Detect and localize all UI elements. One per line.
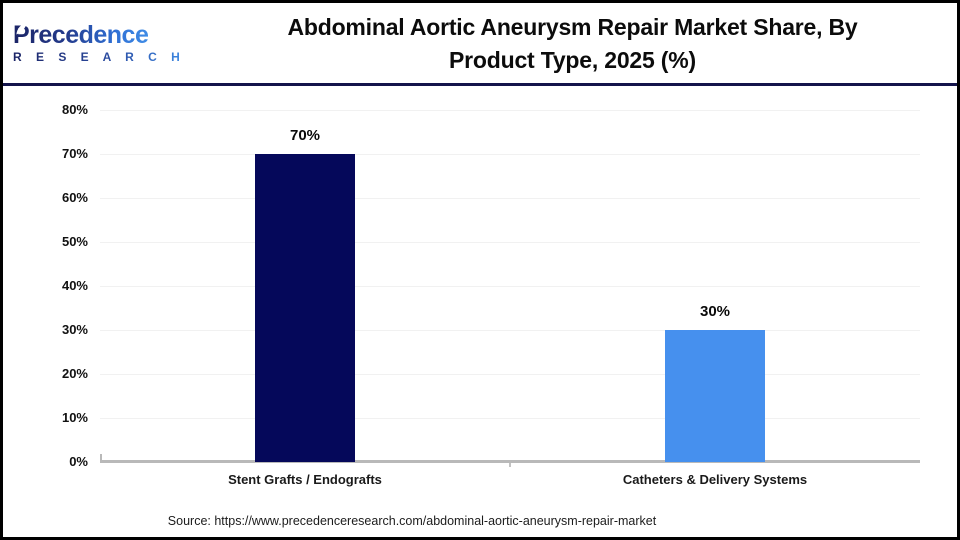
brand-logo: Precedence R E S E A R C H [13,21,188,63]
gridline [100,154,920,155]
y-axis-tick-label: 50% [61,234,88,249]
gridline [100,198,920,199]
gridline [100,330,920,331]
x-category-label: Stent Grafts / Endografts [228,472,382,487]
logo-subtext: R E S E A R C H [13,51,188,63]
y-axis-tick-label: 30% [61,322,88,337]
x-axis-line [100,460,920,463]
x-axis-mid-tick [509,463,511,467]
bar-value-label: 30% [699,303,731,320]
x-category-label: Catheters & Delivery Systems [622,472,808,487]
gridline [100,242,920,243]
chart-title: Abdominal Aortic Aneurysm Repair Market … [188,9,957,77]
bar-2 [665,330,765,462]
source-text: Source: https://www.precedenceresearch.c… [167,514,657,528]
y-axis-tick-label: 10% [61,410,88,425]
chart-title-line2: Product Type, 2025 (%) [449,47,696,73]
header: Precedence R E S E A R C H Abdominal Aor… [3,3,957,83]
y-axis-start-tick [100,454,102,460]
y-axis-tick-label: 0% [69,454,88,469]
logo-leaf-icon [16,22,28,35]
bar-1 [255,154,355,462]
gridline [100,110,920,111]
gridline [100,374,920,375]
header-divider [3,83,957,86]
y-axis-tick-label: 20% [61,366,88,381]
gridline [100,286,920,287]
y-axis-tick-label: 40% [61,278,88,293]
plot-area: 0% 10% 20% 30% 40% 50% 60% 70% 80% 70% Stent Graft… [3,86,957,537]
y-axis-tick-label: 80% [61,102,88,117]
logo-wordmark-text: Precedence [13,21,149,49]
y-axis-tick-label: 70% [61,146,88,161]
chart-title-line1: Abdominal Aortic Aneurysm Repair Market … [287,14,858,40]
logo-wordmark: Precedence [13,21,149,49]
y-axis-tick-label: 60% [61,190,88,205]
gridline [100,418,920,419]
bar-value-label: 70% [289,127,321,144]
